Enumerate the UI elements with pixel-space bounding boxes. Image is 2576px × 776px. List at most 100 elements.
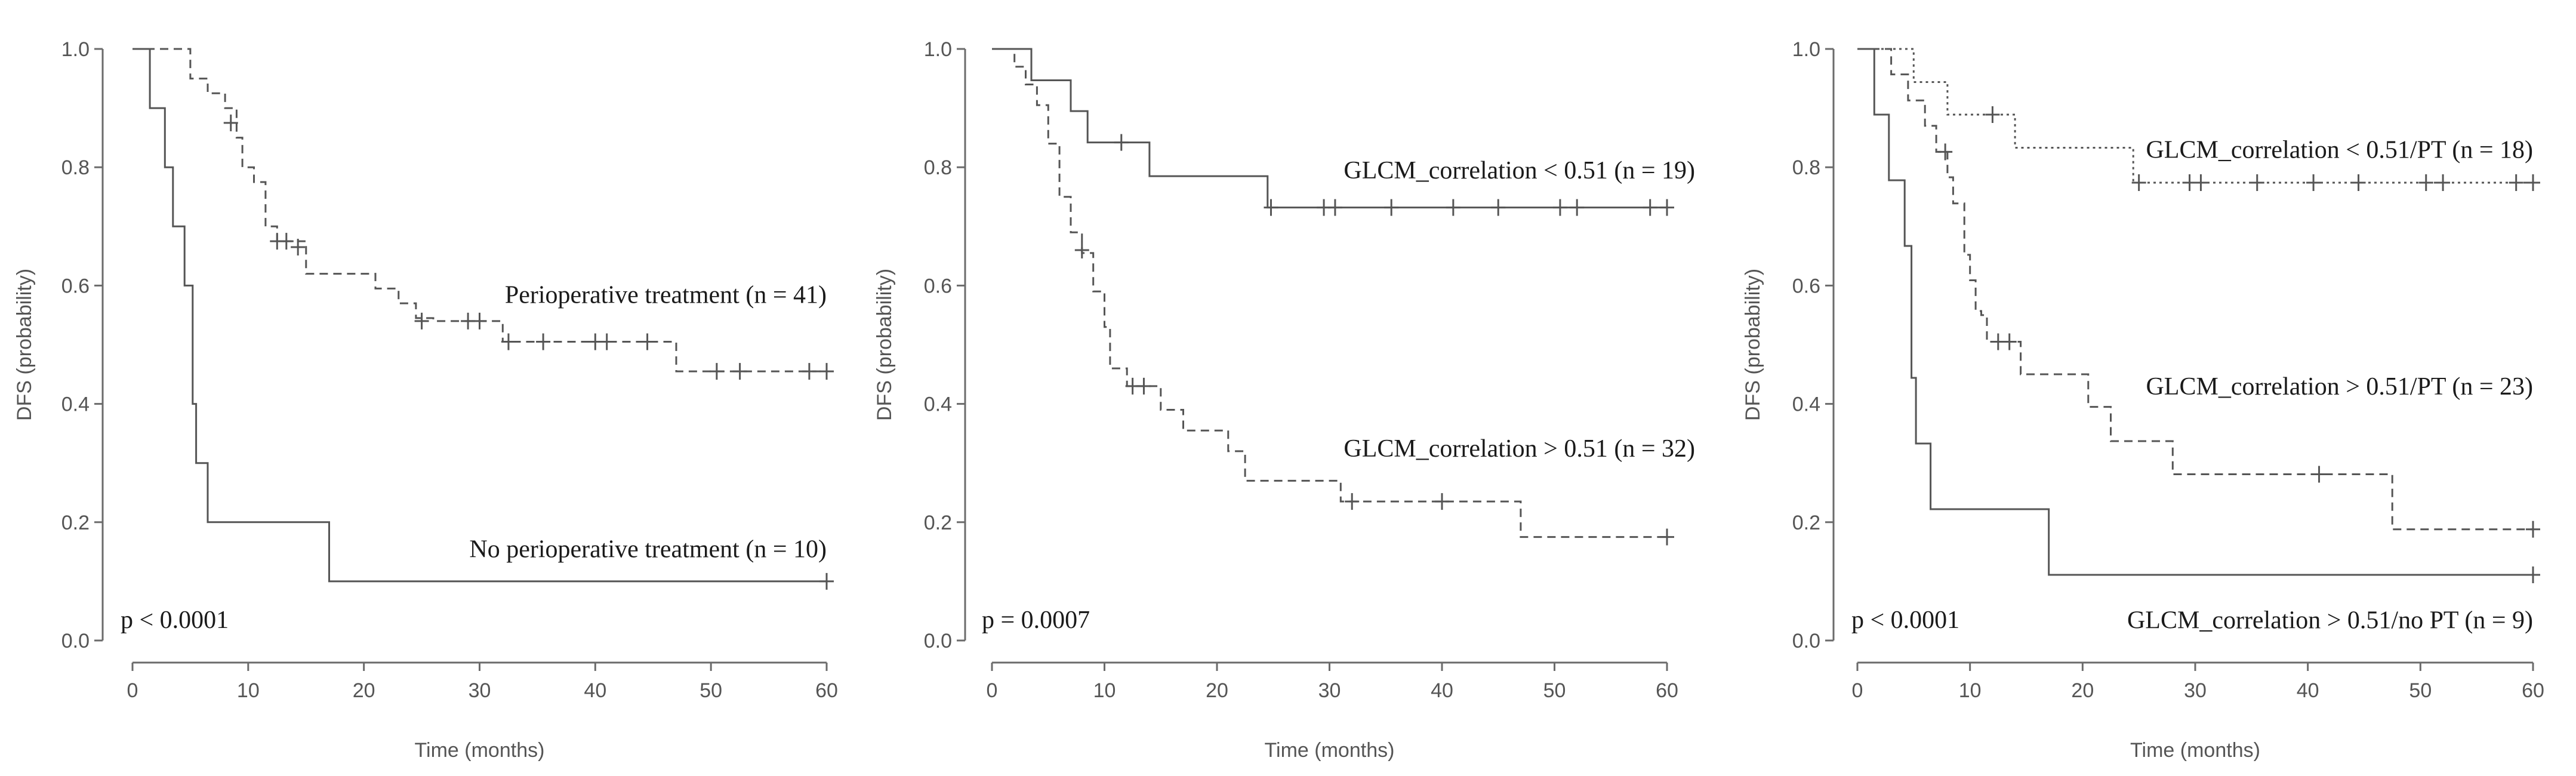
censor-mark: [2306, 174, 2321, 191]
y-tick-label: 0.0: [61, 630, 90, 652]
x-tick-label: 60: [1656, 679, 1678, 702]
censor-mark: [2351, 174, 2366, 191]
y-tick-label: 0.0: [924, 630, 952, 652]
x-tick-label: 20: [1206, 679, 1228, 702]
km-series-1: Perioperative treatment (n = 41): [133, 48, 834, 380]
y-tick-label: 1.0: [61, 38, 90, 61]
x-tick-label: 30: [1318, 679, 1341, 702]
km-series-1: GLCM_correlation < 0.51/PT (n = 18): [1857, 48, 2540, 191]
censor-mark: [802, 363, 816, 380]
censor-mark: [2509, 174, 2523, 191]
y-tick-label: 1.0: [924, 38, 952, 61]
censor-mark: [1570, 199, 1585, 216]
censor-mark: [2250, 174, 2264, 191]
censor-mark: [709, 363, 724, 380]
censor-mark: [1660, 528, 1674, 546]
censor-mark: [1985, 106, 2000, 124]
x-tick-label: 30: [469, 679, 491, 702]
censor-mark: [501, 333, 516, 350]
km-series-2: GLCM_correlation > 0.51/PT (n = 23): [1857, 48, 2540, 538]
x-tick-label: 10: [237, 679, 260, 702]
censor-mark: [1435, 493, 1449, 510]
y-tick-label: 0.2: [924, 512, 952, 534]
km-panel-1: 0.0 0.2 0.4 0.6 0.8 1.0 0 10 20 30 40 50 60 Time (mon…: [13, 38, 838, 762]
x-tick-label: 50: [700, 679, 722, 702]
censor-mark: [1491, 199, 1506, 216]
censor-mark: [2436, 174, 2451, 191]
survival-curve: [992, 48, 1667, 209]
x-tick-label: 40: [584, 679, 606, 702]
series-label: No perioperative treatment (n = 10): [469, 535, 827, 563]
y-tick-label: 0.8: [924, 156, 952, 179]
y-tick-label: 0.4: [61, 393, 90, 416]
censor-mark: [1264, 199, 1278, 216]
km-panel-3: 0.0 0.2 0.4 0.6 0.8 1.0 0 10 20 30 40 50 60 Time (mon…: [1742, 38, 2544, 762]
y-tick-label: 0.6: [924, 275, 952, 297]
km-series-2: No perioperative treatment (n = 10): [133, 48, 834, 590]
x-tick-label: 10: [1093, 679, 1116, 702]
x-axis-title: Time (months): [415, 739, 545, 762]
x-tick-label: 30: [2184, 679, 2207, 702]
censor-mark: [2193, 174, 2208, 191]
censor-mark: [223, 114, 238, 131]
x-tick-label: 0: [987, 679, 998, 702]
x-tick-label: 60: [2522, 679, 2544, 702]
censor-mark: [2131, 174, 2146, 191]
series-label: Perioperative treatment (n = 41): [505, 281, 827, 309]
y-tick-label: 0.6: [61, 275, 90, 297]
survival-curve: [133, 48, 827, 583]
y-tick-label: 0.2: [61, 512, 90, 534]
x-tick-label: 20: [2071, 679, 2094, 702]
censor-mark: [2526, 174, 2540, 191]
censor-mark: [1345, 493, 1360, 510]
km-series-1: GLCM_correlation < 0.51 (n = 19): [992, 48, 1695, 216]
series-label: GLCM_correlation < 0.51/PT (n = 18): [2146, 136, 2533, 164]
p-value: p = 0.0007: [982, 606, 1090, 634]
censor-mark: [1446, 199, 1460, 216]
km-panel-2: 0.0 0.2 0.4 0.6 0.8 1.0 0 10 20 30 40 50 60 Time (mon…: [873, 38, 1695, 762]
censor-mark: [291, 238, 306, 255]
censor-mark: [2418, 174, 2433, 191]
censor-mark: [1074, 241, 1089, 258]
x-tick-label: 20: [353, 679, 375, 702]
censor-mark: [536, 333, 551, 350]
censor-mark: [819, 363, 834, 380]
censor-mark: [2002, 333, 2017, 350]
censor-mark: [1643, 199, 1657, 216]
y-tick-label: 0.8: [61, 156, 90, 179]
survival-curve: [133, 48, 827, 372]
censor-mark: [2312, 466, 2327, 483]
km-series-3: GLCM_correlation > 0.51/no PT (n = 9): [1857, 48, 2540, 634]
y-axis-title: DFS (probability): [13, 269, 36, 421]
series-label: GLCM_correlation > 0.51 (n = 32): [1344, 435, 1695, 463]
censor-mark: [640, 333, 655, 350]
survival-curve: [992, 48, 1667, 538]
y-tick-label: 0.0: [1792, 630, 1820, 652]
x-tick-label: 40: [2297, 679, 2319, 702]
p-value: p < 0.0001: [1851, 606, 1959, 634]
x-tick-label: 0: [127, 679, 138, 702]
censor-mark: [1327, 199, 1342, 216]
y-tick-label: 0.6: [1792, 275, 1820, 297]
censor-mark: [1384, 199, 1399, 216]
censor-mark: [819, 572, 834, 590]
censor-mark: [1552, 199, 1567, 216]
series-label: GLCM_correlation > 0.51/no PT (n = 9): [2127, 606, 2533, 634]
censor-mark: [1660, 199, 1674, 216]
x-tick-label: 0: [1852, 679, 1863, 702]
x-tick-label: 10: [1959, 679, 1982, 702]
y-tick-label: 1.0: [1792, 38, 1820, 61]
y-tick-label: 0.2: [1792, 512, 1820, 534]
censor-mark: [1938, 143, 1953, 161]
x-tick-label: 50: [2409, 679, 2432, 702]
y-axis-title: DFS (probability): [1742, 269, 1764, 421]
x-tick-label: 50: [1543, 679, 1566, 702]
censor-mark: [2526, 566, 2540, 583]
survival-curve: [1857, 48, 2533, 184]
km-series-2: GLCM_correlation > 0.51 (n = 32): [992, 48, 1695, 546]
y-tick-label: 0.8: [1792, 156, 1820, 179]
censor-mark: [472, 312, 487, 330]
series-label: GLCM_correlation > 0.51/PT (n = 23): [2146, 373, 2533, 401]
censor-mark: [2526, 521, 2540, 538]
